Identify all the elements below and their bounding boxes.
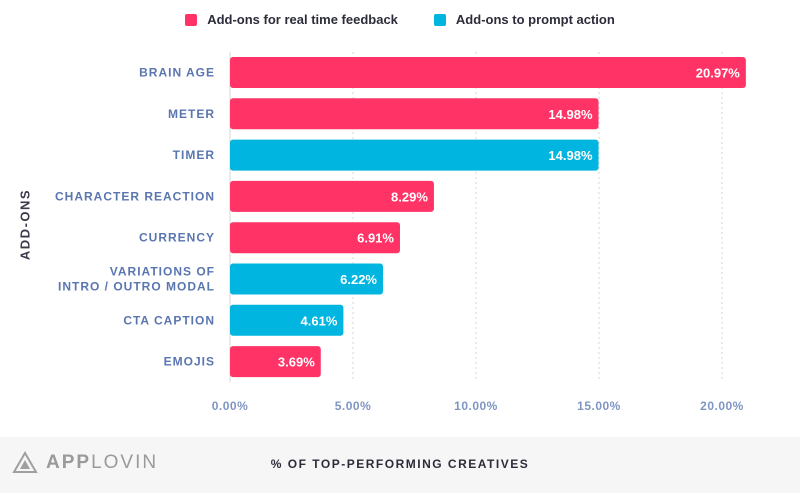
bar <box>230 139 599 171</box>
bar <box>230 98 599 130</box>
bar-chart: 0.00% 5.00% 10.00% 15.00% 20.00% 20.97% BRAIN … <box>55 52 746 413</box>
legend-swatch-prompt <box>433 13 446 26</box>
bar <box>230 57 746 88</box>
bar-value-label: 14.98% <box>548 107 593 122</box>
x-tick-label: 15.00% <box>577 399 621 413</box>
bar-value-label: 14.98% <box>548 148 593 163</box>
footer: APPLOVIN % OF TOP-PERFORMING CREATIVES <box>0 437 800 493</box>
x-tick-label: 5.00% <box>335 399 372 413</box>
category-label: VARIATIONS OF <box>110 265 215 279</box>
bar-value-label: 4.61% <box>301 313 338 328</box>
category-label: METER <box>168 107 215 121</box>
legend-swatch-feedback <box>185 13 198 26</box>
bar-value-label: 6.91% <box>357 231 394 246</box>
bar <box>230 346 321 378</box>
legend: Add-ons for real time feedback Add-ons t… <box>0 12 800 27</box>
brand-name: APPLOVIN <box>46 452 159 473</box>
category-label: CTA CAPTION <box>123 313 215 327</box>
x-tick-label: 10.00% <box>454 399 498 413</box>
legend-item-prompt: Add-ons to prompt action <box>433 12 615 27</box>
bar <box>230 263 384 295</box>
bar <box>230 304 344 336</box>
bar-value-label: 3.69% <box>278 355 315 370</box>
category-label: EMOJIS <box>164 355 215 369</box>
category-label: TIMER <box>173 148 215 162</box>
x-tick-label: 20.00% <box>700 399 744 413</box>
applovin-logo: APPLOVIN <box>12 451 158 475</box>
category-label: BRAIN AGE <box>139 66 215 80</box>
x-axis-title: % OF TOP-PERFORMING CREATIVES <box>270 457 530 471</box>
applovin-logo-icon <box>12 451 38 473</box>
category-label: CURRENCY <box>139 231 215 245</box>
category-label: CHARACTER REACTION <box>55 189 215 203</box>
legend-label-prompt: Add-ons to prompt action <box>455 12 615 27</box>
x-tick-label: 0.00% <box>212 399 249 413</box>
bar <box>230 180 434 212</box>
bar <box>230 222 400 254</box>
legend-label-feedback: Add-ons for real time feedback <box>207 12 398 27</box>
bar-value-label: 20.97% <box>696 66 741 81</box>
category-label: INTRO / OUTRO MODAL <box>58 280 215 294</box>
bar-value-label: 6.22% <box>340 272 377 287</box>
legend-item-feedback: Add-ons for real time feedback <box>185 12 398 27</box>
bar-value-label: 8.29% <box>391 189 428 204</box>
